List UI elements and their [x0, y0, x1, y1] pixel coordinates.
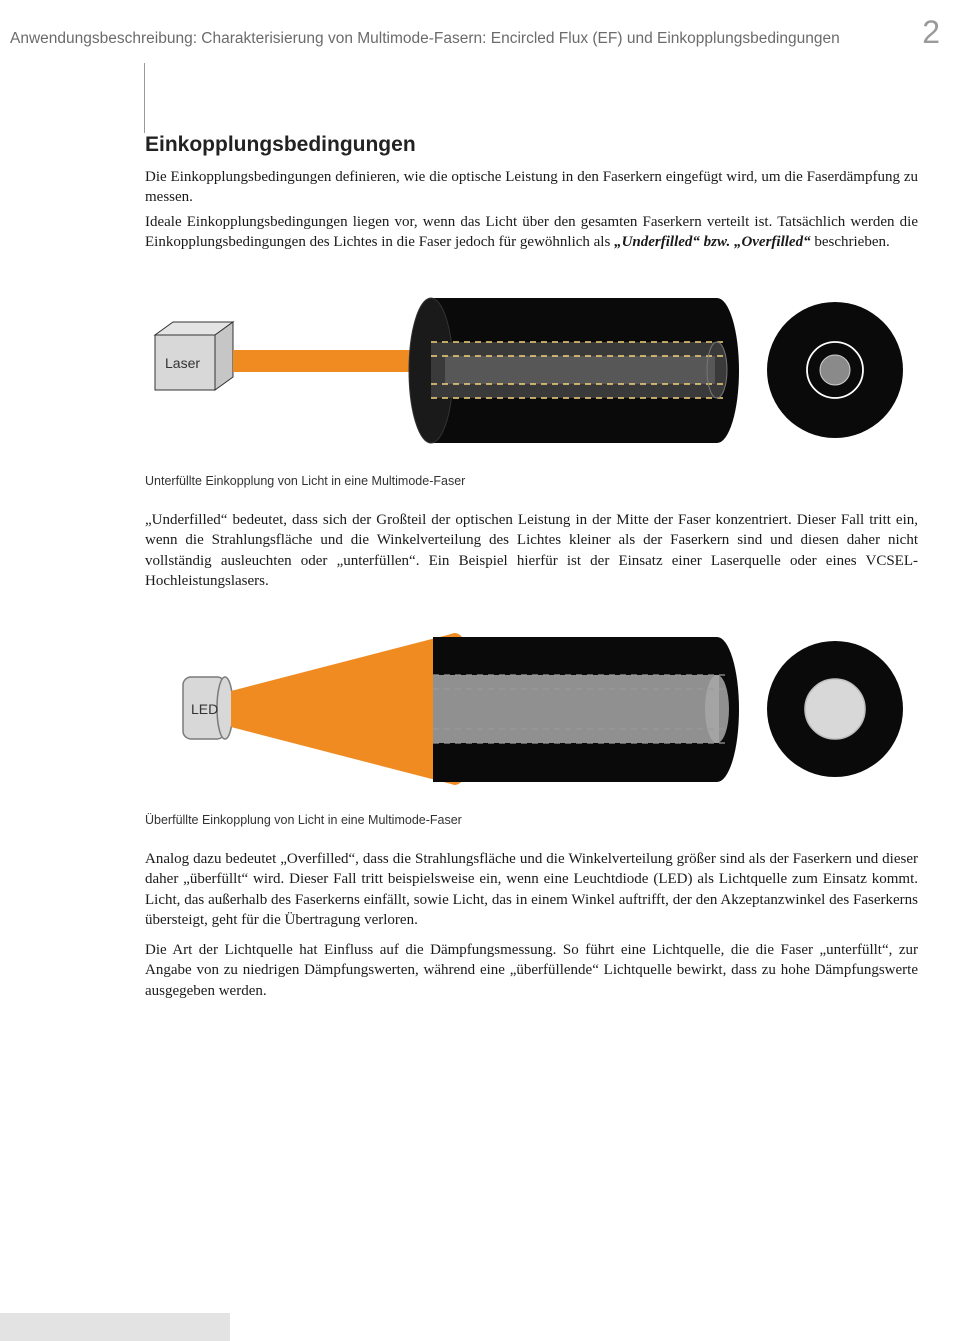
footer-bar — [0, 1313, 230, 1341]
figure-underfilled: Laser — [145, 280, 918, 488]
laser-label: Laser — [165, 355, 200, 371]
intro-p2-emph: „Underfilled“ bzw. „Overfilled“ — [614, 234, 811, 250]
header-divider — [144, 63, 960, 133]
intro-p2-tail: beschrieben. — [811, 234, 890, 250]
figure1-caption: Unterfüllte Einkopplung von Licht in ein… — [145, 474, 918, 488]
page-header: Anwendungsbeschreibung: Charakterisierun… — [0, 0, 960, 59]
led-label: LED — [191, 701, 218, 717]
header-title: Anwendungsbeschreibung: Charakterisierun… — [10, 30, 910, 48]
content-area: Einkopplungsbedingungen Die Einkopplungs… — [0, 133, 960, 1001]
page-number: 2 — [922, 14, 940, 51]
overfilled-diagram-icon: LED — [145, 619, 905, 799]
figure-overfilled: LED — [145, 619, 918, 827]
intro-paragraph-2: Ideale Einkopplungsbedingungen liegen vo… — [145, 212, 918, 253]
underfilled-diagram-icon: Laser — [145, 280, 905, 460]
underfilled-paragraph: „Underfilled“ bedeutet, dass sich der Gr… — [145, 510, 918, 591]
intro-paragraph-1: Die Einkopplungsbedingungen definieren, … — [145, 167, 918, 208]
overfilled-paragraph-1: Analog dazu bedeutet „Overfilled“, dass … — [145, 849, 918, 930]
section-heading: Einkopplungsbedingungen — [145, 133, 918, 157]
figure2-caption: Überfüllte Einkopplung von Licht in eine… — [145, 813, 918, 827]
overfilled-paragraph-2: Die Art der Lichtquelle hat Einfluss auf… — [145, 940, 918, 1001]
